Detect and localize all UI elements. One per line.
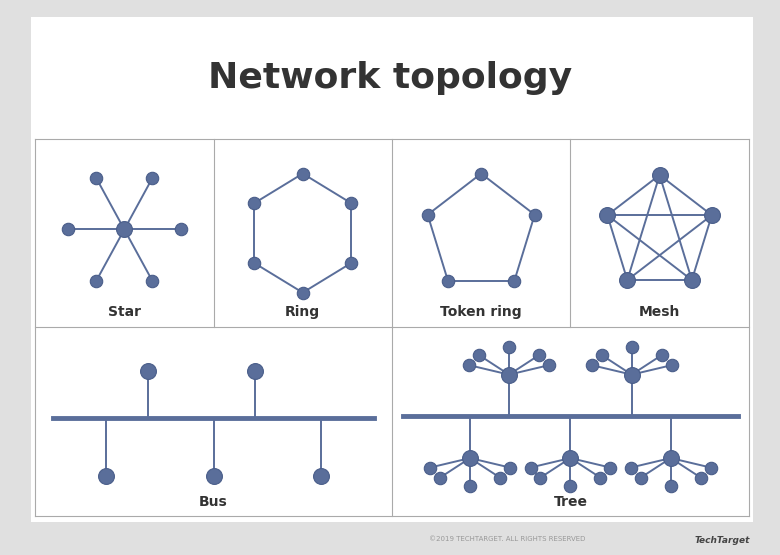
Point: [621, 276, 633, 285]
Point: [248, 199, 261, 208]
Point: [594, 473, 607, 482]
Point: [314, 472, 327, 481]
Text: Network topology: Network topology: [208, 60, 572, 95]
Point: [665, 481, 677, 490]
Point: [508, 277, 520, 286]
Point: [421, 210, 434, 219]
Text: Ring: Ring: [285, 305, 321, 319]
Point: [90, 276, 102, 285]
Point: [524, 463, 537, 472]
Point: [346, 259, 358, 268]
Point: [296, 288, 309, 297]
Point: [249, 366, 261, 375]
Point: [296, 169, 309, 178]
Text: Token ring: Token ring: [441, 305, 522, 319]
Point: [463, 361, 476, 370]
Point: [62, 225, 74, 234]
Point: [586, 361, 598, 370]
Point: [655, 351, 668, 360]
Point: [100, 472, 112, 481]
Point: [464, 453, 477, 462]
Point: [665, 453, 677, 462]
Text: ©2019 TECHTARGET. ALL RIGHTS RESERVED: ©2019 TECHTARGET. ALL RIGHTS RESERVED: [429, 536, 585, 542]
Text: Bus: Bus: [199, 495, 228, 509]
Text: Mesh: Mesh: [639, 305, 680, 319]
Point: [604, 463, 616, 472]
Point: [635, 473, 647, 482]
Point: [534, 473, 547, 482]
Point: [686, 276, 698, 285]
Point: [142, 366, 154, 375]
Point: [464, 481, 477, 490]
Point: [346, 199, 358, 208]
Point: [473, 351, 485, 360]
Point: [503, 370, 516, 379]
Point: [533, 351, 545, 360]
Point: [475, 169, 488, 178]
Point: [704, 463, 717, 472]
Point: [694, 473, 707, 482]
Text: TechTarget: TechTarget: [694, 536, 750, 545]
Point: [625, 463, 637, 472]
Point: [528, 210, 541, 219]
Point: [441, 277, 454, 286]
Point: [564, 453, 576, 462]
Point: [543, 361, 555, 370]
Point: [434, 473, 446, 482]
Point: [706, 211, 718, 220]
Point: [595, 351, 608, 360]
Point: [118, 225, 130, 234]
Point: [424, 463, 437, 472]
Point: [175, 225, 187, 234]
Point: [504, 463, 516, 472]
Point: [654, 170, 666, 179]
Point: [503, 342, 516, 351]
Point: [601, 211, 614, 220]
Point: [248, 259, 261, 268]
Point: [626, 370, 638, 379]
Point: [207, 472, 220, 481]
Point: [146, 174, 158, 183]
Point: [146, 276, 158, 285]
Text: Star: Star: [108, 305, 141, 319]
Point: [665, 361, 678, 370]
Text: Tree: Tree: [553, 495, 587, 509]
Point: [494, 473, 506, 482]
Point: [564, 481, 576, 490]
Point: [626, 342, 638, 351]
Point: [90, 174, 102, 183]
